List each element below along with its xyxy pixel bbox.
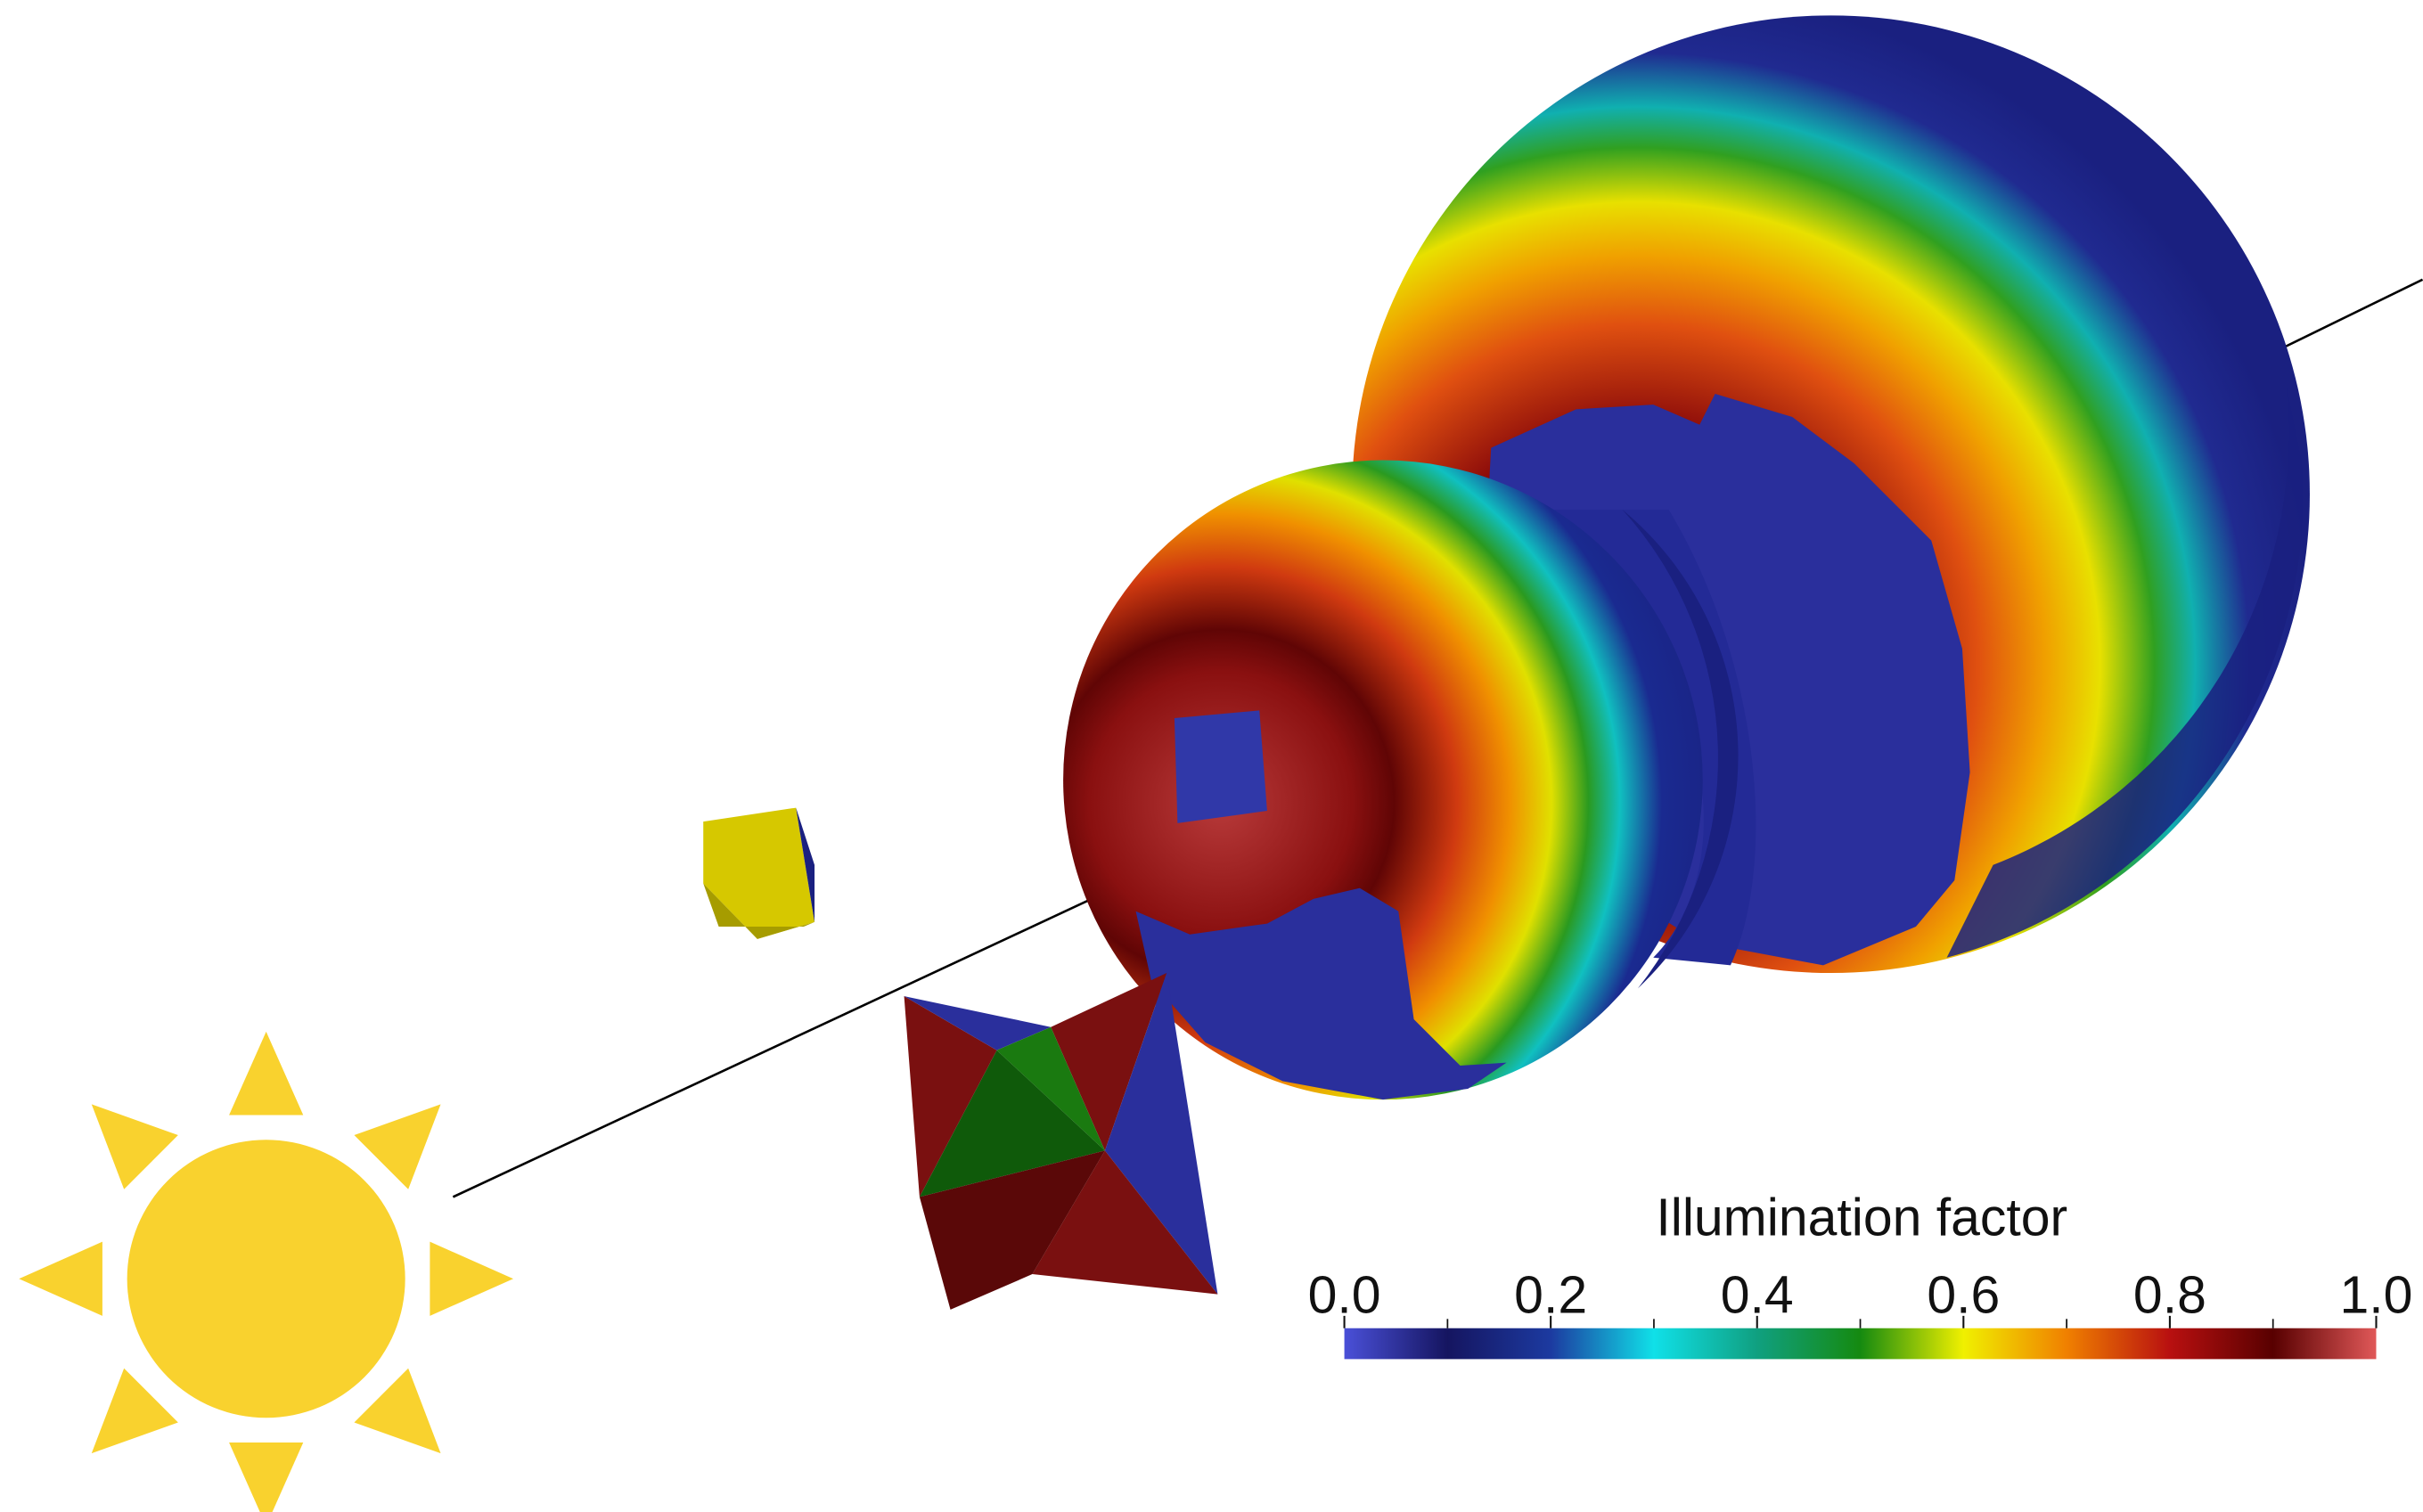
colorbar-tick-label: 0.0 [1308,1266,1381,1324]
ray-line [2283,280,2422,347]
colorbar-tick-label: 0.6 [1927,1266,2000,1324]
colorbar-tick-label: 1.0 [2340,1266,2413,1324]
colorbar-title: Illumination factor [1656,1189,2067,1247]
colorbar-gradient [1345,1328,2377,1360]
scene: Illumination factor 0.0 0.2 0.4 0.6 0.8 1.0 [0,0,2423,1512]
colorbar-tick-label: 0.2 [1514,1266,1587,1324]
colorbar-tick-label: 0.8 [2133,1266,2206,1324]
octahedron [905,973,1218,1310]
page: {"colorbar": { "title": "Illumination fa… [0,0,2423,1512]
colorbar-tick-label: 0.4 [1721,1266,1794,1324]
small-cube [703,808,814,939]
sun-icon [19,1032,513,1512]
colorbar: Illumination factor 0.0 0.2 0.4 0.6 0.8 1.0 [1308,1189,2413,1360]
